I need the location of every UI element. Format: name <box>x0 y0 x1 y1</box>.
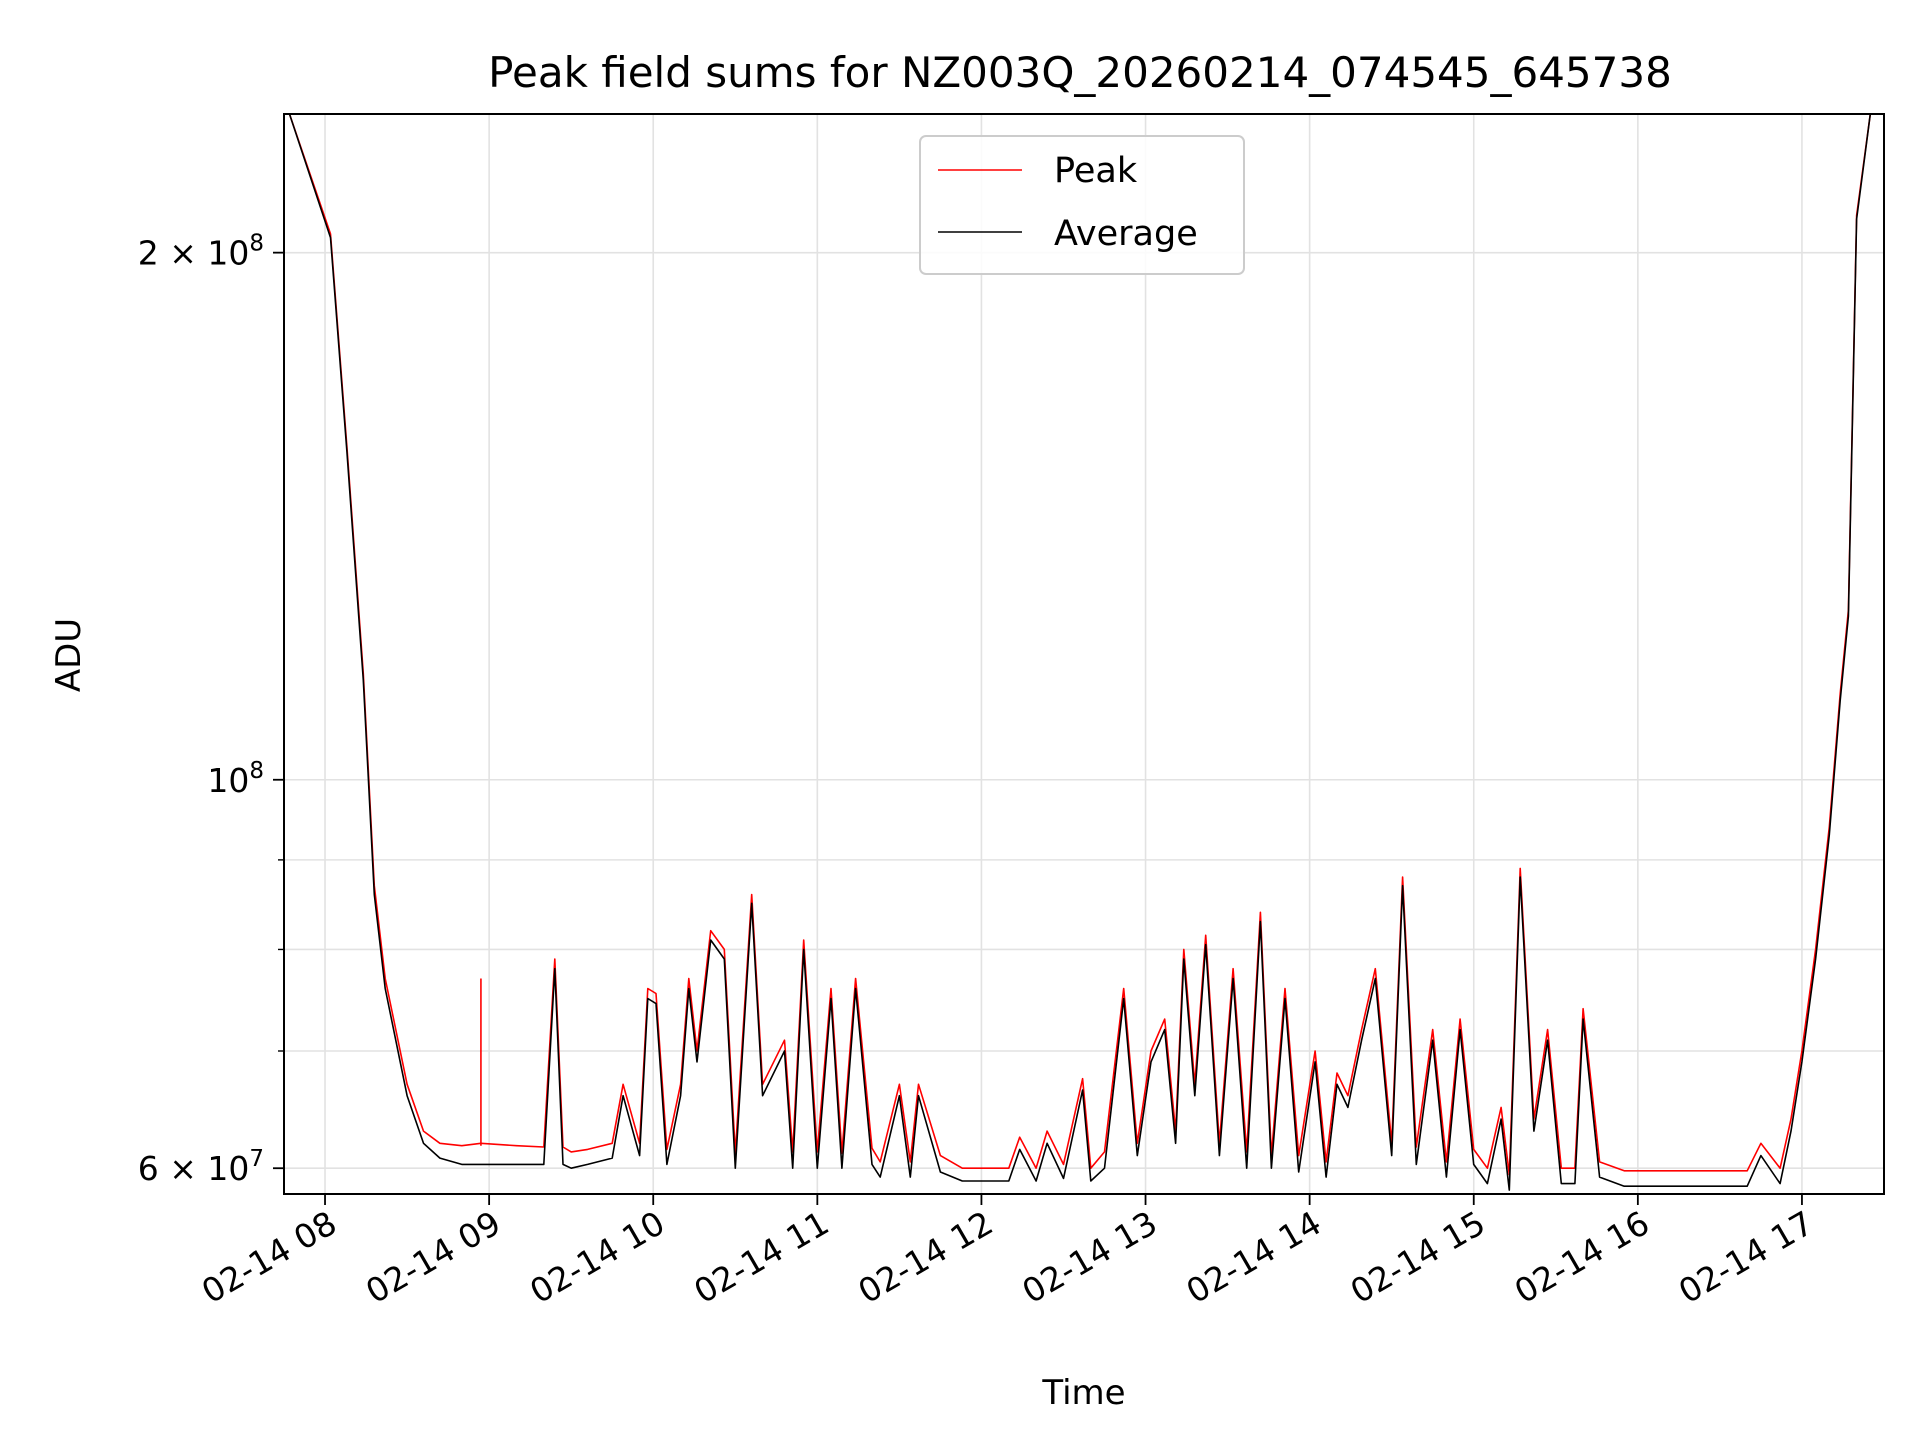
y-tick-label-base: 6 × 10 <box>138 1149 250 1188</box>
y-tick-label: 6 × 107 <box>138 1146 264 1188</box>
legend-label-peak: Peak <box>1054 151 1138 191</box>
legend-label-average: Average <box>1054 214 1198 254</box>
x-axis-title: Time <box>1041 1373 1125 1413</box>
y-axis-title: ADU <box>49 618 89 692</box>
y-tick-label-base: 10 <box>207 761 249 800</box>
plot-frame <box>283 113 1885 1195</box>
y-tick-label-exponent: 8 <box>249 758 264 784</box>
y-tick-label: 108 <box>207 758 264 800</box>
legend: Peak Average <box>919 135 1245 275</box>
y-tick-label-exponent: 8 <box>249 231 264 257</box>
y-tick-label-base: 2 × 10 <box>138 234 250 273</box>
series-layer <box>288 114 1872 1191</box>
y-tick-label: 2 × 108 <box>138 231 264 273</box>
series-line-peak <box>288 114 1872 1176</box>
chart-title: Peak field sums for NZ003Q_20260214_0745… <box>488 48 1672 97</box>
y-tick-label-exponent: 7 <box>249 1146 264 1172</box>
series-line-average <box>288 114 1872 1191</box>
